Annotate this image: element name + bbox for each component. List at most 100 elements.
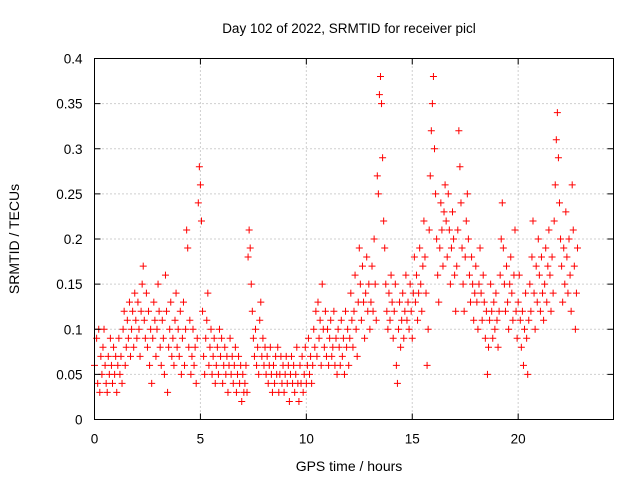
data-point [320,343,328,351]
data-point [536,307,544,315]
y-tick-label: 0 [75,413,83,428]
data-point [494,343,502,351]
data-point [571,325,579,333]
data-point [179,298,187,306]
data-point [380,217,388,225]
x-axis-label: GPS time / hours [296,458,403,474]
data-point [209,352,217,360]
data-point [366,325,374,333]
data-point [339,334,347,342]
data-point [432,190,440,198]
data-point [321,307,329,315]
data-point [244,253,252,261]
data-point [141,334,149,342]
data-point [441,181,449,189]
data-point [469,280,477,288]
data-point [336,361,344,369]
data-point [148,379,156,387]
data-point [357,316,365,324]
data-point [533,298,541,306]
data-point [142,289,150,297]
data-point [401,307,409,315]
data-point [183,226,191,234]
data-point [293,343,301,351]
data-point [163,307,171,315]
data-point [254,343,262,351]
data-point [402,271,410,279]
data-point [156,343,164,351]
data-point [311,343,319,351]
data-point [143,343,151,351]
data-point [166,325,174,333]
data-point [165,343,173,351]
data-point [385,289,393,297]
data-point [368,262,376,270]
data-point [564,289,572,297]
data-point [403,316,411,324]
data-point [535,271,543,279]
data-point [130,343,138,351]
data-point [479,271,487,279]
data-point [242,361,250,369]
data-point [107,361,115,369]
data-point [427,127,435,135]
data-point [551,181,559,189]
data-point [554,154,562,162]
data-point [271,379,279,387]
data-point [421,253,429,261]
data-point [153,325,161,333]
data-point [171,316,179,324]
y-tick-label: 0.35 [56,97,82,112]
data-point [129,307,137,315]
data-point [330,307,338,315]
data-point [326,334,334,342]
data-point [417,280,425,288]
data-point [203,316,211,324]
data-point [489,334,497,342]
data-point [210,334,218,342]
data-point [114,361,122,369]
data-point [573,244,581,252]
data-point [232,388,240,396]
data-point [274,343,282,351]
data-point [374,190,382,198]
x-tick-label: 15 [405,432,420,447]
data-point [414,316,422,324]
data-point [457,199,465,207]
data-point [532,262,540,270]
data-point [475,280,483,288]
data-point [396,298,404,306]
data-point [501,307,509,315]
data-point [149,334,157,342]
data-point [529,217,537,225]
data-point [140,316,148,324]
data-point [412,271,420,279]
data-point [458,244,466,252]
data-point [408,334,416,342]
data-point [565,235,573,243]
data-point [194,199,202,207]
data-point [435,298,443,306]
data-point [528,253,536,261]
data-point [110,343,118,351]
data-point [545,226,553,234]
data-point [329,343,337,351]
data-point [362,289,370,297]
data-point [477,289,485,297]
data-point [390,307,398,315]
data-point [447,244,455,252]
data-point [221,343,229,351]
data-point [474,325,482,333]
data-point [154,280,162,288]
data-point [346,334,354,342]
data-point [369,307,377,315]
data-point [325,361,333,369]
data-point [434,271,442,279]
data-point [99,343,107,351]
data-point [150,298,158,306]
data-point [172,289,180,297]
data-point [419,262,427,270]
data-point [406,280,414,288]
data-point [542,244,550,252]
data-point [186,316,194,324]
